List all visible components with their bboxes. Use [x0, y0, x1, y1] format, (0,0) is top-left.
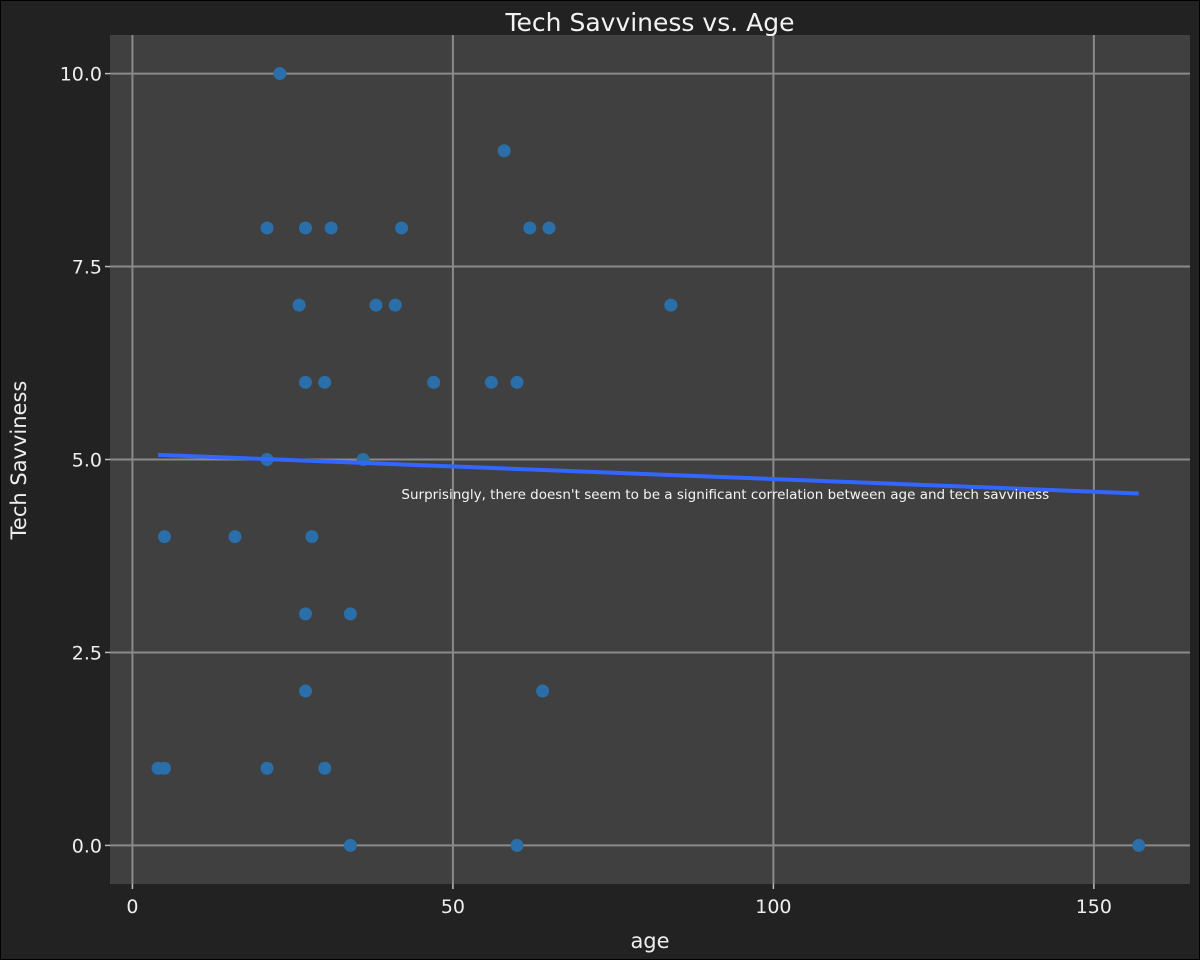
y-tick-label: 2.5 [72, 642, 102, 664]
data-point [298, 684, 312, 698]
data-point [369, 298, 383, 312]
data-point [260, 221, 274, 235]
data-point [523, 221, 537, 235]
trend-line-group [157, 452, 1139, 496]
chart-title: Tech Savviness vs. Age [505, 8, 795, 37]
data-point [343, 607, 357, 621]
data-point [260, 761, 274, 775]
data-point [324, 221, 338, 235]
data-point [536, 684, 550, 698]
data-point [542, 221, 556, 235]
data-point [298, 607, 312, 621]
data-point [305, 530, 319, 544]
data-points [151, 67, 1146, 852]
data-point [664, 298, 678, 312]
data-point [318, 375, 332, 389]
data-point [388, 298, 402, 312]
trend-line [157, 452, 1139, 496]
data-point [298, 375, 312, 389]
data-point [1132, 838, 1146, 852]
x-tick-label: 150 [1076, 896, 1112, 918]
x-tick-label: 0 [126, 896, 138, 918]
data-point [510, 838, 524, 852]
y-tick-label: 0.0 [72, 835, 102, 857]
y-axis-title: Tech Savviness [7, 381, 31, 541]
data-point [484, 375, 498, 389]
y-tick-label: 5.0 [72, 450, 102, 472]
x-axis-title: age [630, 929, 669, 953]
data-point [343, 838, 357, 852]
x-tick-label: 100 [755, 896, 791, 918]
data-point [157, 530, 171, 544]
data-point [228, 530, 242, 544]
data-point [157, 761, 171, 775]
axis-ticks: 0 50 100 150 0.0 2.5 5.0 7.5 10.0 [60, 64, 1112, 918]
data-point [318, 761, 332, 775]
annotation: Surprisingly, there doesn't seem to be a… [401, 487, 1049, 503]
data-point [273, 67, 287, 81]
data-point [497, 144, 511, 158]
data-point [510, 375, 524, 389]
x-tick-label: 50 [441, 896, 465, 918]
data-point [395, 221, 409, 235]
data-point [427, 375, 441, 389]
y-tick-label: 10.0 [60, 64, 102, 86]
data-point [292, 298, 306, 312]
y-tick-label: 7.5 [72, 257, 102, 279]
data-point [298, 221, 312, 235]
